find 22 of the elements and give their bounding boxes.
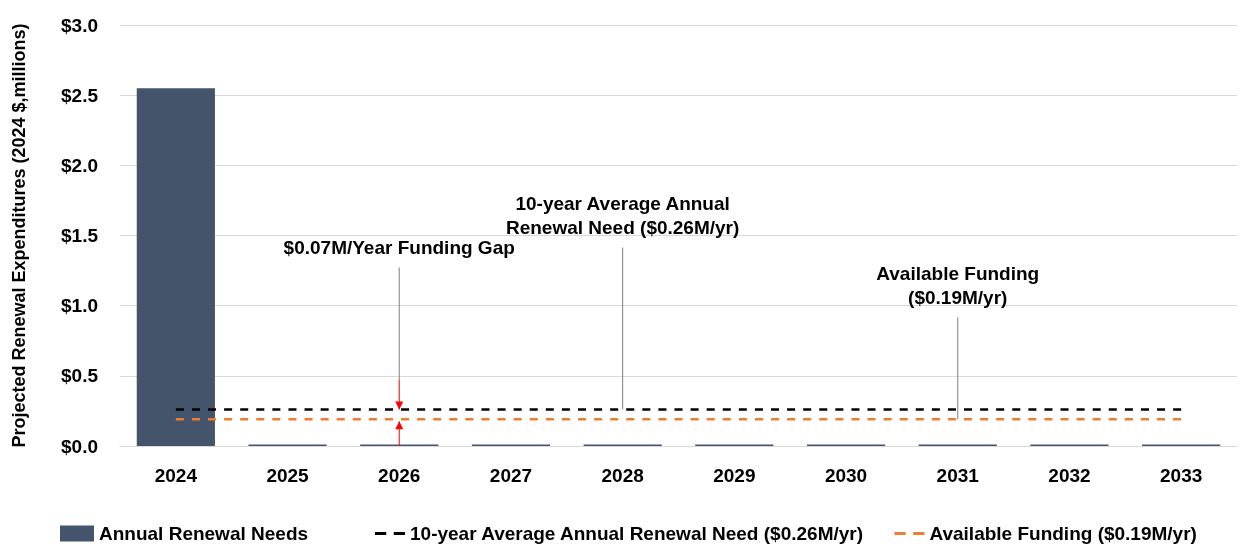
- annotation: Available Funding ($0.19M/yr): [875, 261, 1041, 310]
- y-tick-label: $0.0: [61, 435, 98, 457]
- x-tick-label: 2030: [824, 465, 868, 486]
- x-tick-label: 2028: [601, 465, 644, 486]
- y-tick-label: $2.5: [61, 84, 99, 106]
- x-tick-label: 2032: [1048, 465, 1091, 486]
- y-tick-label: $1.5: [61, 225, 99, 246]
- x-tick-label: 2026: [378, 465, 421, 486]
- legend-label: Available Funding ($0.19M/yr): [929, 523, 1197, 544]
- y-tick-label: $3.0: [61, 14, 98, 36]
- y-tick-label: $0.5: [61, 365, 99, 387]
- y-axis-title: Projected Renewal Expenditures (2024 $,millions): [9, 23, 29, 448]
- legend-label: 10-year Average Annual Renewal Need ($0.26M/yr): [410, 523, 864, 544]
- y-tick-label: $1.0: [61, 295, 98, 317]
- x-tick-label: 2025: [266, 465, 310, 486]
- x-tick-label: 2033: [1160, 465, 1203, 486]
- x-tick-label: 2027: [489, 465, 533, 486]
- x-tick-label: 2031: [936, 465, 980, 486]
- y-tick-label: $2.0: [61, 154, 98, 176]
- x-tick-label: 2029: [713, 465, 756, 486]
- legend-label: Annual Renewal Needs: [99, 523, 309, 544]
- x-tick-label: 2024: [154, 465, 198, 486]
